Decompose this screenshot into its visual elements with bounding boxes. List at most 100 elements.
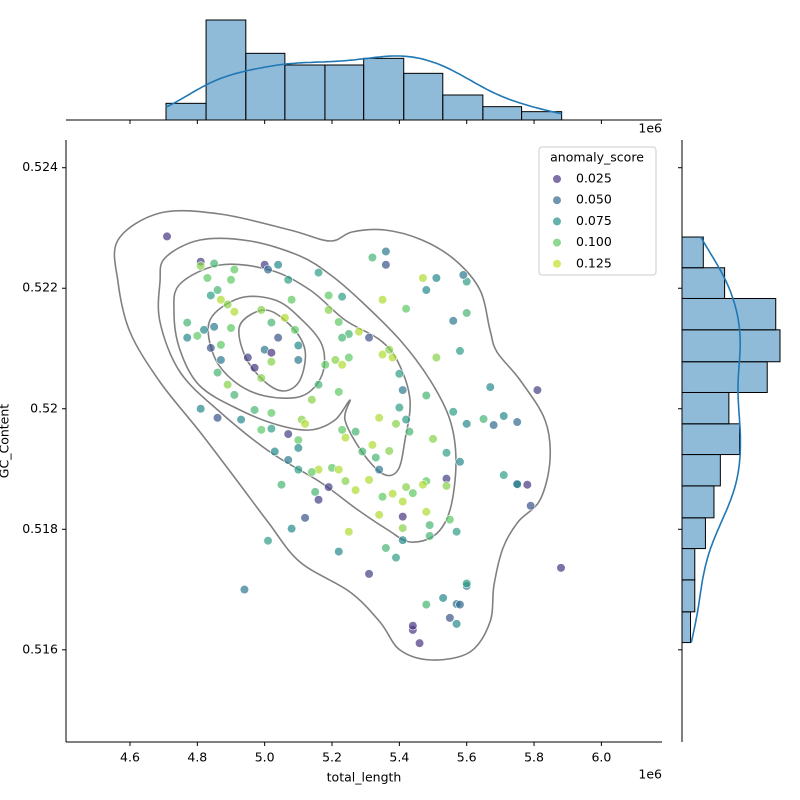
x-offset-label: 1e6 bbox=[638, 767, 662, 782]
scatter-point bbox=[212, 413, 223, 423]
scatter-point bbox=[313, 495, 324, 505]
legend-marker bbox=[552, 216, 562, 226]
top-hist-bar bbox=[284, 64, 326, 121]
scatter-point bbox=[293, 443, 303, 453]
legend-label: 0.025 bbox=[576, 171, 612, 186]
scatter-point bbox=[431, 273, 441, 283]
scatter-point bbox=[404, 427, 415, 437]
scatter-point bbox=[307, 395, 317, 405]
legend-marker bbox=[552, 238, 562, 248]
right-hist-bar bbox=[681, 517, 706, 550]
scatter-point bbox=[377, 349, 388, 360]
scatter-point bbox=[263, 264, 273, 275]
scatter-point bbox=[293, 340, 303, 351]
scatter-point bbox=[451, 619, 462, 629]
legend-box bbox=[538, 146, 657, 276]
scatter-point bbox=[236, 415, 246, 425]
legend-label: 0.100 bbox=[576, 234, 612, 249]
scatter-point bbox=[512, 479, 522, 489]
scatter-point bbox=[256, 305, 266, 315]
legend: anomaly_score 0.025 0.050 0.075 0.100 0.125 bbox=[538, 146, 657, 276]
scatter-point bbox=[307, 467, 317, 477]
right-hist-bar bbox=[681, 548, 696, 581]
scatter-point bbox=[212, 285, 223, 295]
scatter-point bbox=[391, 419, 401, 429]
scatter-point bbox=[455, 346, 465, 356]
legend-marker bbox=[552, 195, 562, 205]
scatter-point bbox=[310, 487, 320, 497]
scatter-point bbox=[340, 433, 351, 443]
scatter-point bbox=[324, 482, 334, 492]
scatter-point bbox=[462, 578, 472, 589]
scatter-point bbox=[226, 323, 236, 333]
scatter-point bbox=[478, 414, 489, 424]
scatter-point bbox=[418, 273, 428, 283]
x-tick-label: 5.8 bbox=[524, 750, 544, 765]
scatter-point bbox=[229, 390, 239, 400]
right-hist-bar bbox=[681, 329, 781, 363]
right-hist-bar bbox=[681, 611, 692, 644]
legend-label: 0.125 bbox=[576, 255, 612, 270]
scatter-point bbox=[499, 411, 509, 421]
scatter-point bbox=[223, 299, 233, 310]
scatter-point bbox=[455, 600, 465, 610]
scatter-point bbox=[249, 405, 260, 415]
scatter-point bbox=[374, 413, 384, 423]
scatter-point bbox=[357, 446, 367, 457]
scatter-point bbox=[458, 270, 468, 280]
scatter-point bbox=[337, 425, 347, 435]
scatter-point bbox=[401, 482, 411, 492]
scatter-point bbox=[512, 417, 522, 427]
scatter-point bbox=[266, 357, 277, 367]
scatter-point bbox=[401, 415, 411, 425]
legend-title: anomaly_score bbox=[550, 150, 644, 165]
scatter-point bbox=[499, 470, 509, 480]
scatter-point bbox=[313, 380, 324, 390]
scatter-point bbox=[384, 446, 394, 456]
scatter-point bbox=[448, 407, 458, 417]
x-tick-label: 5.6 bbox=[457, 750, 477, 765]
x-tick-label: 4.8 bbox=[187, 750, 207, 765]
scatter-point bbox=[300, 419, 310, 429]
scatter-point bbox=[223, 380, 233, 390]
scatter-point bbox=[448, 316, 458, 326]
top-hist-bar bbox=[205, 19, 247, 121]
marks bbox=[162, 231, 566, 648]
scatter-point bbox=[273, 260, 283, 270]
x-tick-label: 6.0 bbox=[591, 750, 611, 765]
scatter-point bbox=[398, 512, 408, 522]
scatter-point bbox=[196, 404, 206, 414]
scatter-point bbox=[243, 352, 253, 363]
scatter-point bbox=[408, 488, 418, 498]
scatter-point bbox=[300, 513, 310, 523]
scatter-point bbox=[441, 481, 452, 491]
scatter-point bbox=[394, 369, 404, 379]
scatter-point bbox=[381, 246, 391, 257]
scatter-point bbox=[344, 527, 354, 537]
scatter-point bbox=[398, 523, 408, 533]
kde-contours bbox=[113, 209, 552, 661]
scatter-point bbox=[256, 373, 266, 383]
scatter-point bbox=[445, 613, 455, 623]
scatter-point bbox=[280, 313, 290, 323]
scatter-point bbox=[354, 327, 364, 337]
right-hist-bar bbox=[681, 454, 721, 487]
right-hist-bar bbox=[681, 485, 715, 519]
scatter-point bbox=[206, 343, 216, 353]
scatter-point bbox=[216, 355, 226, 365]
scatter-point bbox=[401, 304, 411, 314]
scatter-point bbox=[384, 345, 394, 355]
right-hist-bar bbox=[681, 297, 777, 331]
scatter-point bbox=[263, 536, 273, 546]
scatter-point bbox=[199, 325, 209, 335]
scatter-point bbox=[398, 496, 408, 507]
scatter-point bbox=[266, 348, 277, 358]
scatter-point bbox=[293, 355, 303, 365]
scatter-point bbox=[313, 267, 324, 278]
top-hist-bar bbox=[324, 64, 365, 121]
top-hist-bar bbox=[363, 57, 405, 121]
scatter-point bbox=[414, 638, 425, 648]
scatter-point bbox=[428, 434, 438, 444]
scatter-point bbox=[216, 340, 226, 350]
